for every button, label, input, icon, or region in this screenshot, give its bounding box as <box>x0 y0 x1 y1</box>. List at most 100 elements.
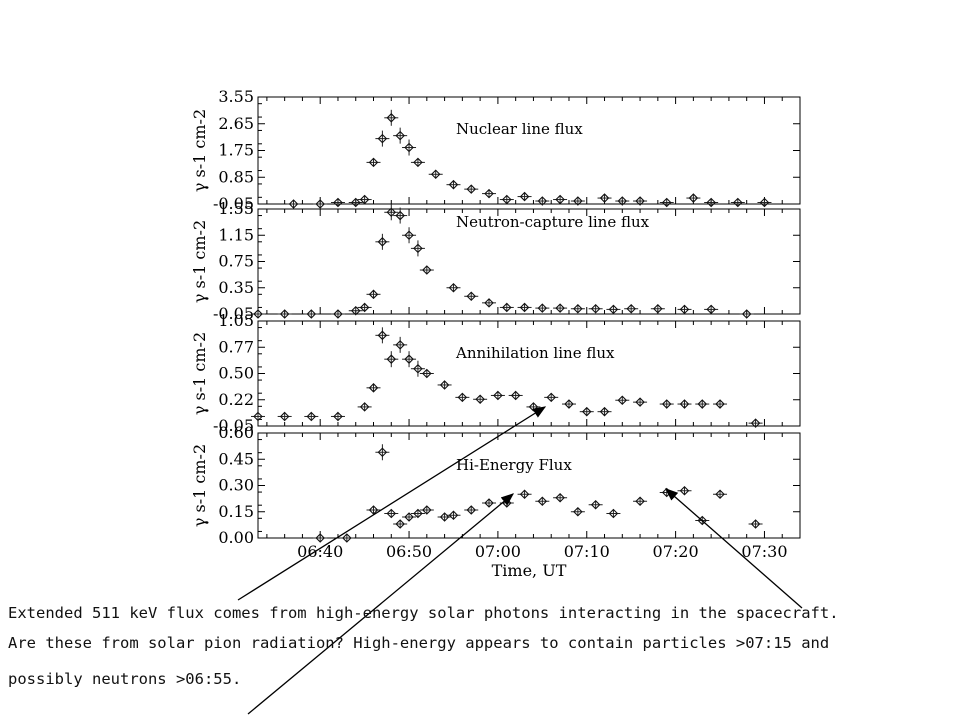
panel-1-point <box>288 199 299 209</box>
panel-1-point <box>617 196 628 206</box>
panel-1-point <box>733 197 743 208</box>
panel-3-point <box>404 354 414 364</box>
panel-4-point <box>466 505 477 515</box>
panel-2-point <box>377 237 388 247</box>
x-axis-title: Time, UT <box>492 561 567 580</box>
panel-3-point <box>457 392 468 403</box>
panel-4-ytick-label: 0.30 <box>218 476 254 495</box>
panel-1-point <box>484 188 494 199</box>
panel-3-point <box>253 411 263 422</box>
panel-2-point <box>537 303 548 313</box>
panel-1-point <box>599 193 610 203</box>
panel-3-point <box>679 399 690 409</box>
panel-1-point <box>537 196 548 206</box>
panel-2-point <box>359 302 370 313</box>
panel-1-point <box>404 142 414 153</box>
panel-2-point <box>679 304 690 315</box>
panel-2-point <box>626 303 636 314</box>
panel-4-point <box>635 496 645 507</box>
panel-4-point <box>386 508 397 519</box>
panel-1-point <box>661 197 672 208</box>
panel-1-point <box>502 194 512 205</box>
panel-1-point <box>386 113 397 123</box>
panel-1-ylabel: γ s-1 cm-2 <box>190 109 209 192</box>
panel-2-point <box>573 303 583 314</box>
panel-4-point <box>342 533 352 543</box>
panel-1-point <box>759 197 770 208</box>
panel-3-point <box>564 399 574 409</box>
panel-3-point <box>413 363 423 374</box>
panel-4-point <box>422 505 432 515</box>
xtick-label: 07:00 <box>475 542 521 561</box>
panel-1-point <box>333 197 343 208</box>
panel-2-ytick-label: 1.15 <box>218 225 254 244</box>
panel-3-point <box>715 399 725 409</box>
panel-4-point <box>608 508 619 519</box>
panel-4-ylabel: γ s-1 cm-2 <box>190 444 209 527</box>
panel-2-point <box>590 303 601 314</box>
panel-3-frame <box>257 320 801 427</box>
panel-2-point <box>413 243 423 254</box>
panel-3-point <box>395 340 405 350</box>
panel-1-point <box>555 194 565 205</box>
panel-3-point <box>697 399 708 409</box>
panel-3-ytick-label: 0.77 <box>218 337 254 356</box>
panel-3-point <box>599 406 610 417</box>
panel-4-point <box>315 533 325 543</box>
panel-1-point <box>466 184 477 194</box>
panel-4-point <box>368 505 379 515</box>
xtick-label: 07:30 <box>741 542 787 561</box>
panel-2-point <box>502 302 512 313</box>
panel-2-point <box>395 210 405 221</box>
panel-4-point <box>377 447 388 458</box>
xtick-label: 07:20 <box>653 542 699 561</box>
annotation-arrow-3 <box>665 488 803 609</box>
panel-1-ytick-label: 0.85 <box>218 167 254 186</box>
panel-4-point <box>715 489 725 500</box>
panel-2-title: Neutron-capture line flux <box>456 213 650 231</box>
panel-2-ytick-label: -0.05 <box>213 304 254 323</box>
panel-2-point <box>333 309 343 319</box>
panel-3-point <box>581 406 592 417</box>
panel-4-point <box>404 512 414 522</box>
panel-2-point <box>350 305 361 316</box>
panel-1-point <box>635 196 645 206</box>
caption-line-2: Are these from solar pion radiation? Hig… <box>8 634 830 652</box>
panel-2-ytick-label: 0.75 <box>218 252 254 271</box>
panel-3-point <box>368 383 379 393</box>
panel-4-point <box>519 489 530 500</box>
panel-4-point <box>750 519 761 529</box>
panel-3-point <box>510 390 521 401</box>
panel-1-ytick-label: 3.55 <box>218 87 254 106</box>
panel-2-point <box>466 291 477 302</box>
caption-line-3: possibly neutrons >06:55. <box>8 670 242 688</box>
caption-line-1: Extended 511 keV flux comes from high-en… <box>8 604 839 622</box>
annotation-arrow-2 <box>247 493 515 715</box>
panel-2-point <box>741 309 752 319</box>
annotation-arrow-1 <box>237 406 547 601</box>
panel-2-point <box>306 309 317 319</box>
panel-3-point <box>661 399 672 409</box>
panel-2-point <box>608 304 619 315</box>
xtick-label: 07:10 <box>564 542 610 561</box>
panel-2-ytick-label: 1.55 <box>218 199 254 218</box>
panel-2-point <box>279 309 290 319</box>
panel-3-point <box>546 392 556 403</box>
panel-4-ytick-label: 0.45 <box>218 449 254 468</box>
panel-3-point <box>493 390 503 401</box>
panel-3-ytick-label: 0.22 <box>218 390 254 409</box>
panel-3-point <box>377 330 388 341</box>
panel-2-point <box>653 303 663 314</box>
panel-1-point <box>413 157 423 168</box>
panel-1-point <box>350 197 361 208</box>
panel-1-point <box>359 194 370 205</box>
panel-1-point <box>315 199 325 209</box>
panel-2-point <box>484 298 494 308</box>
panel-3-title: Annihilation line flux <box>455 344 615 362</box>
panel-4-point <box>679 485 690 496</box>
panel-4-point <box>537 496 548 507</box>
panel-4-point <box>590 499 601 510</box>
panel-3-point <box>306 411 317 422</box>
panel-1-ytick-label: 1.75 <box>218 141 254 160</box>
panel-3-point <box>422 368 432 379</box>
